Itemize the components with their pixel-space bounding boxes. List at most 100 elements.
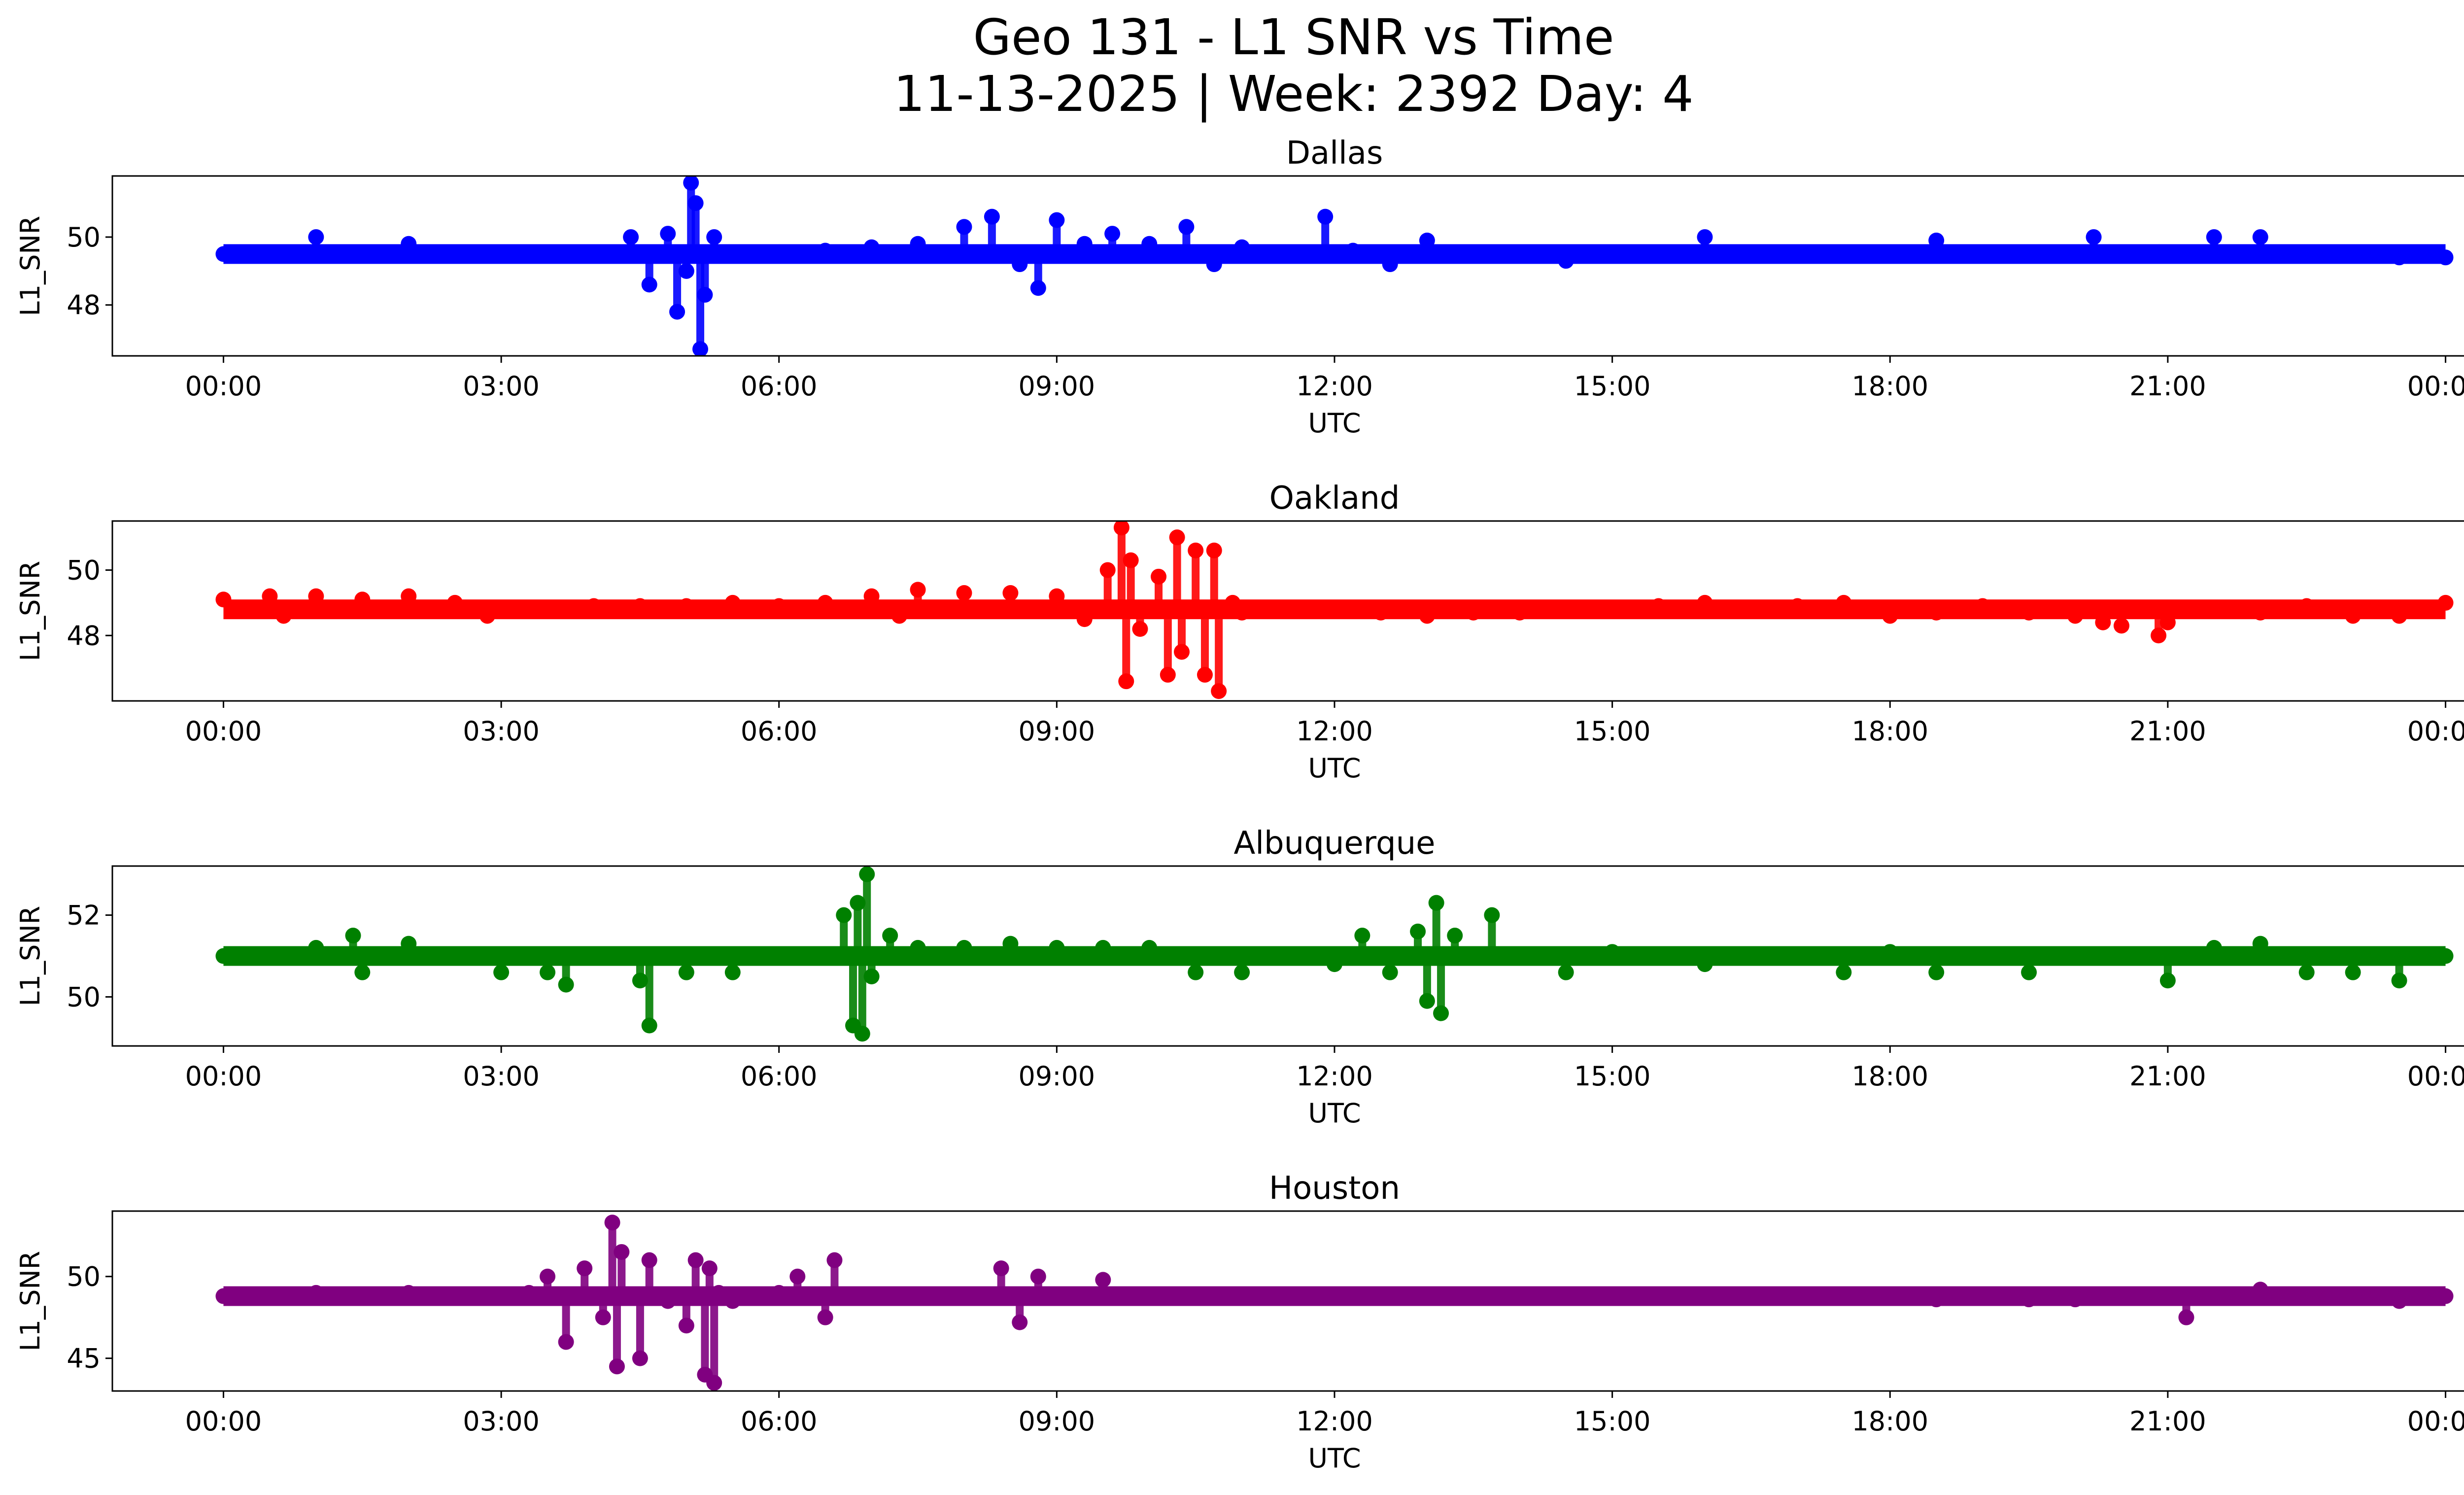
dallas-spread-bar <box>1108 234 1117 254</box>
dallas-data-point <box>1975 246 1991 262</box>
albuquerque-x-tick-label: 00:00 <box>2407 1061 2464 1092</box>
albuquerque-spread-bar <box>728 956 737 973</box>
dallas-x-tick-label: 03:00 <box>463 371 540 402</box>
houston-data-point <box>1076 1288 1093 1304</box>
houston-data-point <box>1558 1288 1574 1304</box>
albuquerque-spread-bar <box>1488 915 1496 956</box>
oakland-spread-bar <box>1006 593 1015 610</box>
dallas-data-point <box>1465 246 1481 262</box>
dallas-y-tick-label: 50 <box>67 222 101 253</box>
oakland-spread-bar <box>266 596 274 610</box>
dallas-x-tick-label: 21:00 <box>2129 371 2206 402</box>
houston-spread-bar <box>544 1276 552 1296</box>
houston-data-point <box>1372 1288 1389 1304</box>
albuquerque-data-point <box>2113 948 2129 964</box>
houston-x-tick-label: 03:00 <box>463 1406 540 1437</box>
houston-data-point <box>711 1285 727 1301</box>
houston-spread-bar <box>1016 1296 1024 1322</box>
albuquerque-data-point <box>1882 944 1898 960</box>
oakland-spread-bar <box>1103 570 1112 610</box>
oakland-x-tick-label: 06:00 <box>741 716 818 747</box>
houston-data-point <box>1928 1291 1945 1308</box>
dallas-data-point <box>724 246 741 262</box>
oakland-data-point <box>1372 604 1389 621</box>
oakland-data-point <box>1419 608 1435 624</box>
oakland-data-point <box>2206 601 2222 618</box>
houston-data-point <box>1511 1288 1528 1304</box>
houston-data-point <box>753 1288 769 1304</box>
houston-spread-bar <box>581 1268 589 1296</box>
houston-spread-bar <box>645 1260 653 1296</box>
albuquerque-spread-bar <box>349 936 357 956</box>
dallas-spread-bar <box>701 254 709 295</box>
dallas-data-point <box>2437 249 2454 266</box>
houston-data-point <box>2391 1293 2407 1309</box>
albuquerque-spread-bar <box>636 956 644 981</box>
houston-data-point <box>2159 1288 2176 1304</box>
dallas-data-point <box>1345 243 1361 259</box>
subplot-albuquerque: Albuquerque 00:00 03:00 06:00 09:00 12:00 15:0… <box>15 825 2464 1129</box>
houston-data-point <box>1234 1288 1250 1304</box>
albuquerque-data-point <box>1141 939 1158 956</box>
dallas-data-point <box>2021 246 2037 262</box>
oakland-x-tick-label: 21:00 <box>2129 716 2206 747</box>
dallas-spread-bar <box>2256 237 2264 254</box>
albuquerque-data-point <box>308 939 324 956</box>
houston-data-point <box>863 1288 880 1304</box>
houston-x-axis-label: UTC <box>1308 1443 1361 1474</box>
oakland-spread-bar <box>312 596 320 610</box>
houston-spread-bar <box>2182 1296 2190 1318</box>
houston-spread-bar <box>599 1296 607 1318</box>
dallas-data-point <box>2391 249 2407 266</box>
dallas-spread-bar <box>1321 216 1330 254</box>
dallas-x-tick-label: 00:00 <box>2407 371 2464 402</box>
oakland-data-point <box>1511 604 1528 621</box>
houston-data-point <box>521 1285 537 1301</box>
dallas-data-point <box>1280 246 1297 262</box>
houston-data-point <box>447 1288 463 1304</box>
oakland-data-point <box>540 601 556 618</box>
dallas-data-point <box>1882 246 1898 262</box>
albuquerque-data-point <box>585 948 602 964</box>
albuquerque-spread-bar <box>867 956 876 976</box>
albuquerque-data-point <box>2067 948 2084 964</box>
oakland-data-point <box>1604 601 1620 618</box>
oakland-data-point <box>2021 604 2037 621</box>
albuquerque-spread-bar <box>849 956 857 1026</box>
dallas-data-point <box>1789 246 1806 262</box>
albuquerque-spread-bar <box>1840 956 1848 973</box>
oakland-data-point <box>2298 598 2315 614</box>
oakland-x-tick-label: 00:00 <box>2407 716 2464 747</box>
houston-x-tick-label: 00:00 <box>185 1406 262 1437</box>
houston-data-point <box>1975 1288 1991 1304</box>
dallas-spread-bar <box>710 237 719 254</box>
oakland-spread-bar <box>1192 550 1200 610</box>
albuquerque-x-axis-label: UTC <box>1308 1098 1361 1129</box>
houston-spread-bar <box>997 1268 1005 1296</box>
albuquerque-data-point <box>956 939 972 956</box>
albuquerque-x-tick-label: 21:00 <box>2129 1061 2206 1092</box>
albuquerque-y-tick-label: 50 <box>67 981 101 1012</box>
oakland-data-point <box>1327 601 1342 618</box>
dallas-data-point <box>1650 246 1667 262</box>
albuquerque-data-point <box>2206 939 2222 956</box>
dallas-spread-bar <box>1932 240 1941 254</box>
oakland-spread-bar <box>867 596 876 610</box>
houston-data-point <box>1789 1288 1806 1304</box>
oakland-data-point <box>493 601 510 618</box>
oakland-data-point <box>2252 604 2268 621</box>
dallas-spread-bar <box>1701 237 1709 254</box>
dallas-spread-bar <box>1080 243 1089 254</box>
dallas-data-point <box>540 246 556 262</box>
oakland-spread-bar <box>2163 609 2172 623</box>
dallas-data-point <box>262 246 278 262</box>
dallas-spread-bar <box>627 237 635 254</box>
oakland-x-tick-label: 00:00 <box>185 716 262 747</box>
oakland-spread-bar <box>1127 560 1135 610</box>
albuquerque-spread-bar <box>497 956 506 973</box>
albuquerque-data-point <box>1327 956 1342 973</box>
oakland-data-point <box>1225 594 1241 611</box>
albuquerque-data-point <box>262 948 278 964</box>
dallas-data-point <box>1604 246 1620 262</box>
oakland-data-point <box>1465 604 1481 621</box>
